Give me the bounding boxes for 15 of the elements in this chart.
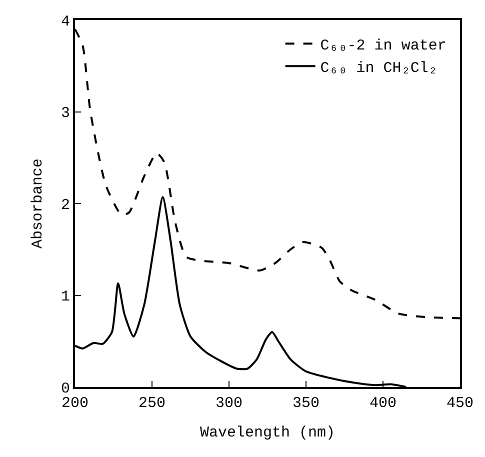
- x-axis-title: Wavelength (nm): [200, 424, 336, 442]
- x-tick-label: 300: [215, 395, 243, 412]
- x-tick-label: 350: [292, 395, 320, 412]
- y-tick-label: 0: [60, 380, 70, 398]
- legend-label: C₆₀-2 in water: [320, 37, 446, 54]
- legend-label: C₆₀ in CH₂Cl₂: [320, 60, 438, 77]
- x-tick-label: 450: [446, 395, 474, 412]
- x-tick-label: 400: [369, 395, 397, 412]
- y-tick-label: 2: [60, 196, 70, 214]
- y-tick-label: 4: [60, 13, 70, 30]
- y-tick-label: 1: [60, 288, 70, 306]
- y-tick-label: 3: [60, 105, 70, 122]
- x-tick-label: 250: [138, 395, 166, 412]
- y-axis-title: Absorbance: [30, 158, 47, 249]
- x-tick-label: 200: [61, 395, 89, 412]
